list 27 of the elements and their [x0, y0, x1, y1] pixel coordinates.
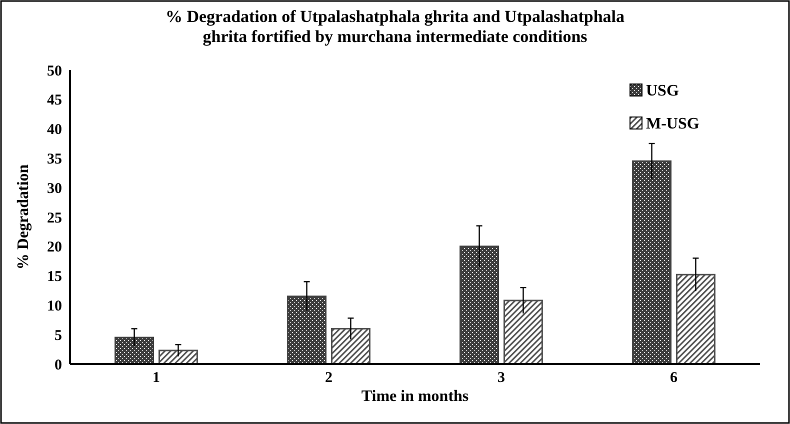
x-tick-label: 3 [498, 370, 505, 386]
legend-label: USG [646, 82, 680, 100]
y-tick-label: 50 [47, 63, 62, 80]
y-tick-label: 5 [54, 328, 62, 344]
y-tick-label: 40 [47, 122, 62, 138]
bar [676, 274, 716, 365]
x-tick-label: 2 [325, 370, 332, 386]
y-tick-label: 20 [47, 240, 62, 256]
bar [287, 296, 326, 365]
bar [460, 246, 499, 365]
y-tick-label: 0 [54, 357, 62, 374]
chart-title: % Degradation of Utpalashatphala ghrita and Utpalashatphala ghrita fortified by murchana intermediate conditions [165, 7, 626, 46]
bar [632, 160, 672, 365]
x-axis-title: Time in months [361, 388, 469, 405]
bar [504, 300, 543, 365]
x-tick-label: 1 [152, 370, 160, 386]
y-axis-title: % Degradation [15, 164, 32, 270]
y-tick-label: 35 [47, 151, 62, 168]
x-tick-label: 6 [670, 370, 678, 386]
y-tick-label: 45 [47, 92, 62, 109]
bar [331, 328, 370, 365]
bar [114, 336, 154, 365]
y-tick-label: 25 [47, 210, 62, 226]
y-tick-label: 30 [47, 180, 62, 197]
legend-label: M-USG [646, 116, 700, 133]
y-tick-label: 10 [47, 298, 62, 314]
y-tick-label: 15 [47, 269, 62, 286]
